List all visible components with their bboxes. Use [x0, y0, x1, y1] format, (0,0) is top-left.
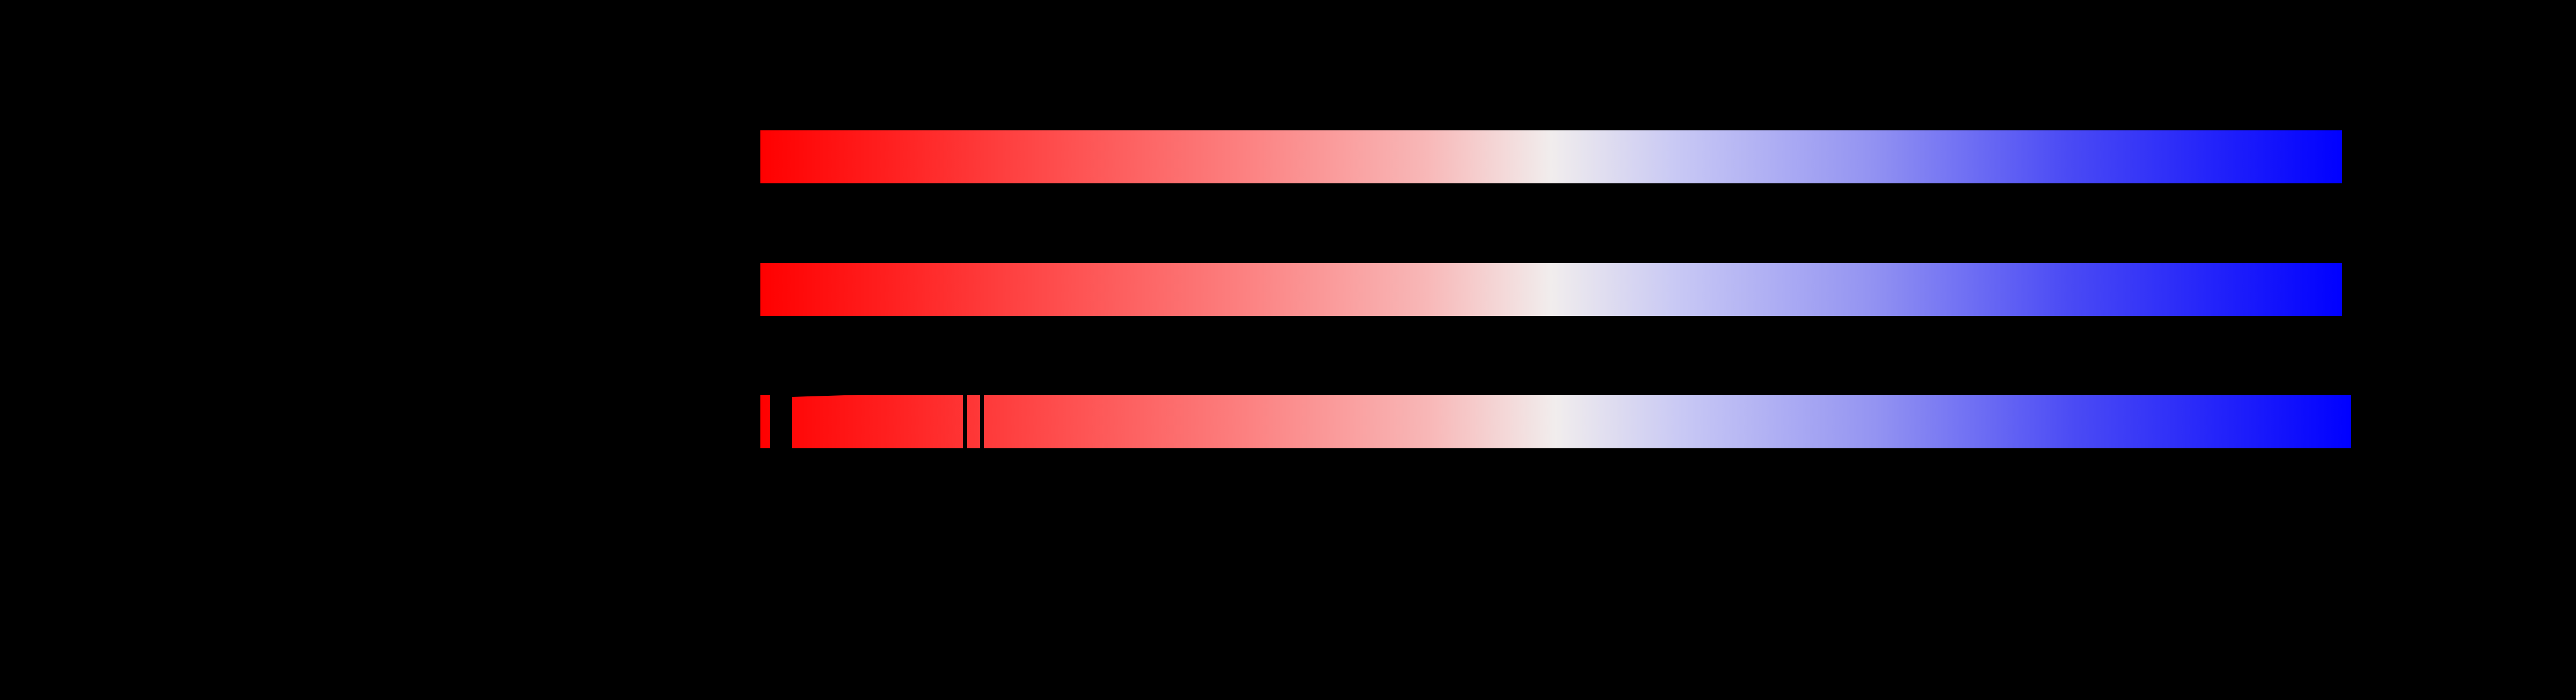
colorbar-middle — [760, 263, 2342, 316]
colorbar-top — [760, 130, 2342, 183]
colorbar-break-line — [980, 395, 984, 448]
colorbar-bottom-unequal-breaks — [760, 395, 2351, 448]
colorbar-break-line — [963, 395, 967, 448]
colorbar-top-bevel — [792, 395, 861, 397]
colorbar-break-line — [770, 395, 792, 448]
